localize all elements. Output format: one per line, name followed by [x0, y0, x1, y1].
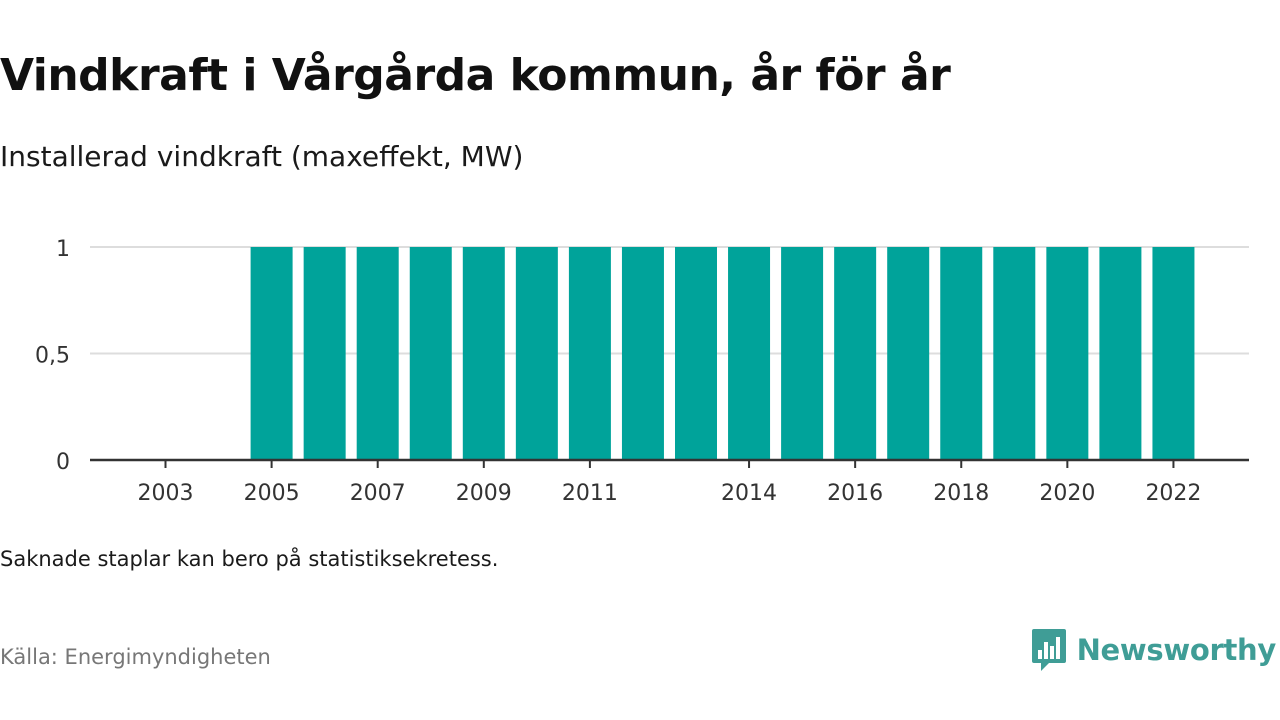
- x-tick-label: 2009: [456, 481, 512, 506]
- y-tick-label: 0: [56, 450, 70, 475]
- bar-2005: [250, 247, 293, 460]
- bar-2019: [993, 247, 1036, 460]
- x-tick-label: 2003: [138, 481, 194, 506]
- source-credit: Källa: Energimyndigheten: [0, 645, 271, 669]
- bar-2007: [356, 247, 399, 460]
- bar-2022: [1152, 247, 1195, 460]
- x-tick-label: 2022: [1145, 481, 1201, 506]
- bar-chart-speech-bubble-icon: [1031, 629, 1066, 671]
- bar-2016: [834, 247, 877, 460]
- chart-subtitle: Installerad vindkraft (maxeffekt, MW): [0, 140, 524, 173]
- x-tick-label: 2014: [721, 481, 777, 506]
- bar-chart: 0 0,5 1 2003 2005 2007 2009 2011 2014 2016 2018 202…: [35, 237, 1249, 506]
- bars: [250, 247, 1195, 460]
- x-tick-label: 2018: [933, 481, 989, 506]
- brand-logo: Newsworthy: [1031, 628, 1276, 672]
- axes: 0 0,5 1 2003 2005 2007 2009 2011 2014 2016 2018 202…: [35, 237, 1249, 506]
- bar-2015: [781, 247, 824, 460]
- bar-2012: [621, 247, 664, 460]
- x-tick-label: 2011: [562, 481, 618, 506]
- bar-2011: [568, 247, 611, 460]
- x-tick-label: 2016: [827, 481, 883, 506]
- bar-2017: [887, 247, 930, 460]
- y-tick-label: 0,5: [35, 344, 70, 369]
- bar-2021: [1099, 247, 1142, 460]
- x-tick-label: 2020: [1039, 481, 1095, 506]
- bar-2014: [728, 247, 771, 460]
- brand-name: Newsworthy: [1076, 633, 1277, 667]
- chart-note: Saknade staplar kan bero på statistiksek…: [0, 547, 499, 571]
- bar-2008: [409, 247, 452, 460]
- bar-2009: [462, 247, 505, 460]
- bar-2020: [1046, 247, 1089, 460]
- bar-2006: [303, 247, 346, 460]
- y-tick-label: 1: [56, 237, 70, 262]
- bar-2010: [515, 247, 558, 460]
- bar-2018: [940, 247, 983, 460]
- bar-2013: [675, 247, 717, 460]
- x-tick-label: 2007: [350, 481, 406, 506]
- x-tick-label: 2005: [244, 481, 300, 506]
- chart-title: Vindkraft i Vårgårda kommun, år för år: [0, 50, 951, 101]
